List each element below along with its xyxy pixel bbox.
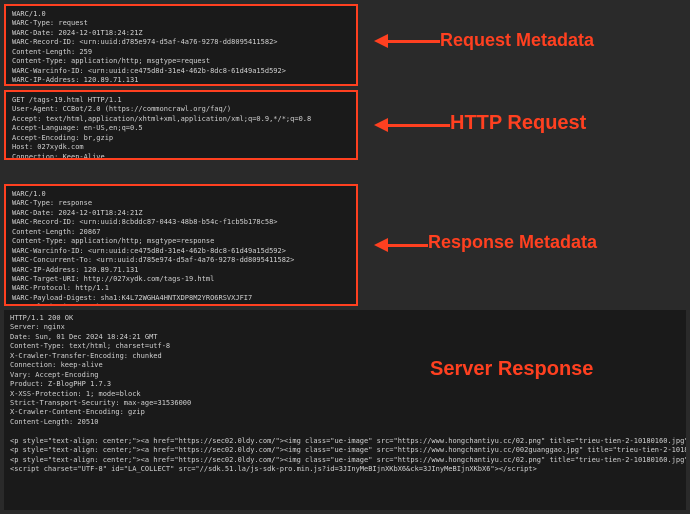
label-http-request: HTTP Request bbox=[450, 112, 586, 135]
arrow-icon bbox=[374, 34, 440, 48]
label-response-metadata: Response Metadata bbox=[428, 232, 597, 253]
http-request-panel: GET /tags-19.html HTTP/1.1 User-Agent: C… bbox=[4, 90, 358, 160]
request-metadata-panel: WARC/1.0 WARC-Type: request WARC-Date: 2… bbox=[4, 4, 358, 86]
response-metadata-panel: WARC/1.0 WARC-Type: response WARC-Date: … bbox=[4, 184, 358, 306]
arrow-icon bbox=[374, 118, 450, 132]
label-server-response: Server Response bbox=[430, 358, 593, 381]
server-response-panel: HTTP/1.1 200 OK Server: nginx Date: Sun,… bbox=[4, 310, 686, 510]
arrow-icon bbox=[374, 238, 428, 252]
label-request-metadata: Request Metadata bbox=[440, 30, 594, 51]
